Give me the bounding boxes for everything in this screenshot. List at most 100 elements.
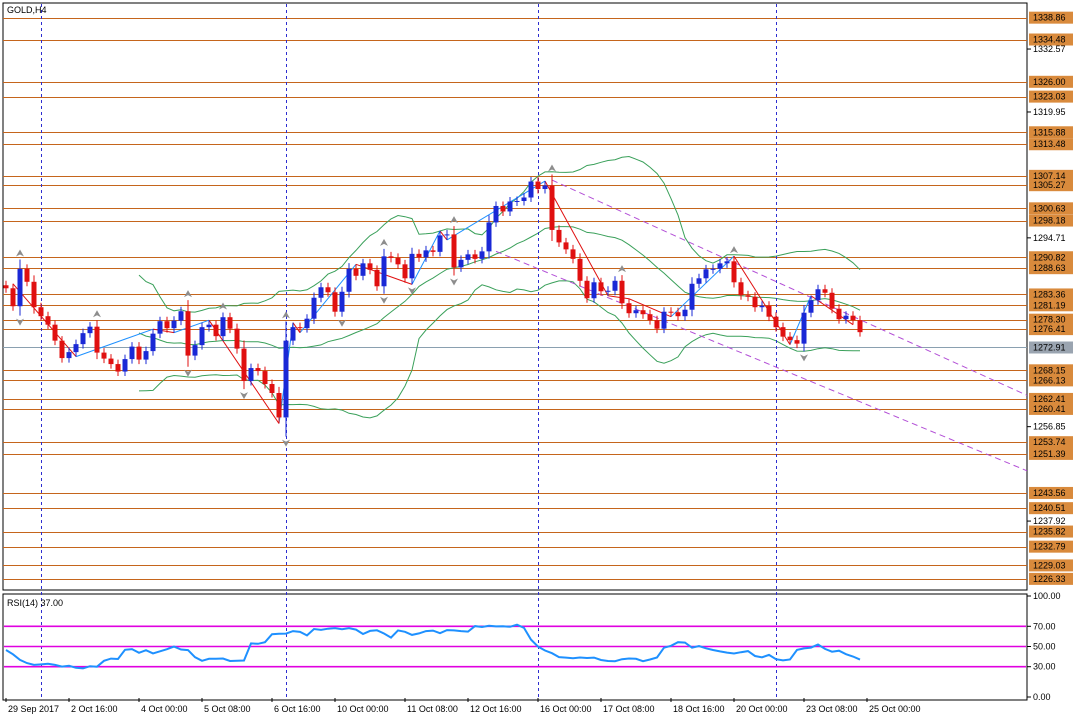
time-tick-label: 6 Oct 16:00 [274,704,321,714]
bull-candle-body [220,317,226,337]
bear-candle-body [269,384,275,394]
price-level-tag-label: 1226.33 [1033,574,1066,584]
bull-candle-body [689,283,695,310]
current-price-label: 1272.91 [1033,343,1066,353]
bear-candle-body [115,364,121,372]
bull-candle-body [843,315,849,320]
bull-candle-body [514,200,520,202]
bull-candle-body [409,253,415,279]
time-tick-label: 18 Oct 16:00 [673,704,725,714]
price-tick-label: 1294.71 [1033,233,1066,243]
time-tick-label: 20 Oct 00:00 [736,704,788,714]
bear-candle-body [738,282,744,296]
bear-candle-body [395,257,401,265]
bull-candle-body [612,280,618,291]
bull-candle-body [605,290,611,292]
bull-candle-body [661,311,667,329]
price-level-tag [1029,138,1073,151]
price-level-tag-label: 1338.86 [1033,13,1066,23]
bull-candle-body [192,345,198,356]
price-level-tag-label: 1305.27 [1033,180,1066,190]
fractal-up-marker [219,302,227,310]
bear-candle-body [549,185,555,230]
bull-candle-body [80,333,86,345]
price-level-tag [1029,540,1073,553]
price-level-tag-label: 1278.30 [1033,315,1066,325]
bear-candle-body [766,305,772,317]
bull-candle-body [696,278,702,284]
bull-candle-body [465,254,471,260]
bear-candle-body [31,281,37,308]
bollinger-lower-band [138,280,860,419]
fractal-up-marker [184,290,192,298]
zigzag-segment [789,295,812,345]
price-level-tag-label: 1235.82 [1033,527,1066,537]
price-level-tag [1029,126,1073,139]
zigzag-segment [75,328,154,358]
bull-candle-body [178,311,184,321]
bear-candle-body [353,268,359,276]
fractal-markers [16,164,808,447]
bull-candle-body [528,181,534,198]
time-tick-label: 17 Oct 08:00 [603,704,655,714]
price-level-tag-label: 1268.15 [1033,365,1066,375]
horizontal-price-lines [3,18,1027,580]
bear-candle-body [780,327,786,337]
bear-candle-body [584,280,590,299]
bull-candle-body [703,269,709,279]
bull-candle-body [444,234,450,236]
fractal-down-marker [16,318,24,326]
time-tick-label: 16 Oct 00:00 [540,704,592,714]
rsi-tick-label: 100.00 [1033,591,1061,601]
bear-candle-body [654,320,660,329]
price-level-tag-label: 1243.56 [1033,488,1066,498]
price-level-tag-label: 1288.63 [1033,263,1066,273]
bull-candle-body [66,352,72,359]
bull-candle-body [381,256,387,287]
price-level-tag-label: 1290.82 [1033,252,1066,262]
price-level-tag-label: 1283.36 [1033,289,1066,299]
zigzag-segment [173,319,210,334]
bull-candle-body [801,312,807,344]
bear-candle-body [794,340,800,344]
time-tick-label: 2 Oct 16:00 [71,704,118,714]
price-level-tag [1029,202,1073,215]
bear-candle-body [829,292,835,309]
bear-candle-body [136,346,142,360]
chart-title: GOLD,H4 [7,5,47,15]
price-level-tag [1029,402,1073,415]
price-tick-label: 1332.57 [1033,44,1066,54]
price-level-tag [1029,559,1073,572]
bear-candle-body [598,282,604,292]
price-level-tag [1029,392,1073,405]
fractal-down-marker [450,278,458,286]
bear-candle-body [101,352,107,359]
price-level-tag-label: 1266.13 [1033,375,1066,385]
bull-candle-body [143,351,149,360]
price-level-tag-label: 1313.48 [1033,139,1066,149]
price-level-tag-label: 1307.14 [1033,171,1066,181]
price-level-tag-label: 1326.00 [1033,77,1066,87]
period-separators [41,4,777,699]
bear-candle-body [577,258,583,281]
bull-candle-body [724,261,730,264]
bear-candle-body [500,205,506,212]
bear-candle-body [332,292,338,312]
bull-candle-body [17,268,23,307]
price-level-tag-label: 1315.88 [1033,127,1066,137]
bear-candle-body [3,285,9,289]
bull-candle-body [682,309,688,317]
price-level-tag [1029,525,1073,538]
channel-upper-line [551,179,1028,396]
bear-candle-body [234,328,240,349]
fractal-up-marker [16,249,24,257]
candlesticks [3,174,863,437]
bull-candle-body [717,263,723,269]
bull-candle-body [87,326,93,334]
price-level-tag-label: 1251.39 [1033,449,1066,459]
bull-candle-body [479,251,485,259]
bull-candle-body [486,222,492,252]
fractal-up-marker [618,265,626,273]
fractal-down-marker [338,319,346,327]
bear-candle-body [619,280,625,304]
